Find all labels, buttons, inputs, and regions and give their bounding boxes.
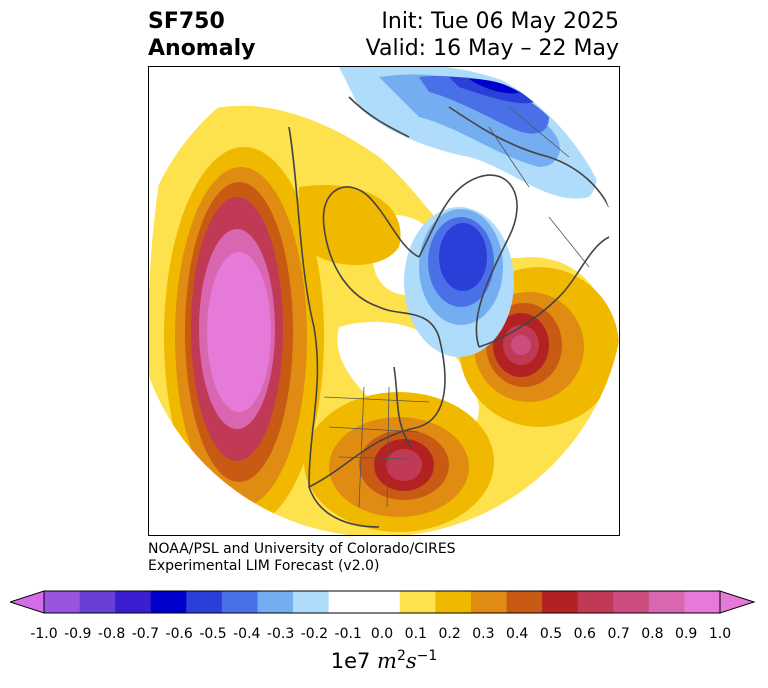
colorbar-tick-label: -0.3: [266, 626, 295, 642]
colorbar-segment: [364, 591, 401, 613]
colorbar-tick-label: -0.1: [334, 626, 362, 642]
colorbar-segment: [79, 591, 116, 613]
init-date-label: Init: Tue 06 May 2025: [381, 9, 619, 34]
title-type: Anomaly: [148, 36, 256, 61]
us-high-core: [386, 449, 422, 481]
colorbar-tick-label: -0.7: [131, 626, 160, 642]
colorbar-segment: [399, 591, 436, 613]
units-mid: s: [405, 649, 417, 673]
colorbar-tick-label: 0.1: [404, 626, 427, 642]
colorbar-segment: [150, 591, 187, 613]
colorbar-tick-label: 1.0: [708, 626, 732, 642]
colorbar-segment: [470, 591, 508, 613]
siberian-low-3: [419, 76, 549, 134]
credit-text: NOAA/PSL and University of Colorado/CIRE…: [148, 541, 456, 575]
coastlines: [288, 96, 610, 528]
colorbar-tick-label: 0.8: [641, 626, 664, 642]
map-title: SF750 Anomaly: [148, 8, 255, 62]
colorbar-tick-label: 0.9: [675, 626, 698, 642]
colorbar-tick-label: -0.9: [64, 626, 92, 642]
colorbar-segment: [44, 591, 81, 613]
colorbar-segment: [542, 591, 579, 613]
units-base: 1e7: [330, 649, 378, 673]
valid-date-label: Valid: 16 May – 22 May: [365, 36, 619, 61]
colorbar-segment: [293, 591, 330, 613]
colorbar-segment: [328, 591, 365, 613]
arctic-low-core: [439, 223, 487, 291]
colorbar-tick-label: 0.4: [506, 626, 529, 642]
colorbar-tick-label: -0.6: [165, 626, 193, 642]
europe-high-core: [511, 335, 531, 355]
colorbar-tick-label: 0.5: [539, 626, 563, 642]
units-exp1: 2: [396, 648, 406, 664]
units-var: m: [377, 649, 397, 673]
colorbar-min-extension: [10, 590, 45, 614]
forecast-dates: Init: Tue 06 May 2025 Valid: 16 May – 22…: [366, 8, 619, 62]
colorbar-segment: [186, 591, 223, 613]
colorbar-outline: [43, 590, 721, 614]
colorbar-segment: [506, 591, 543, 613]
colorbar-units: 1e7 m2s−1: [331, 648, 438, 673]
title-variable: SF750: [148, 9, 225, 34]
colorbar-tick-label: -0.5: [199, 626, 227, 642]
colorbar-tick-label: 0.7: [607, 626, 630, 642]
colorbar-tick-label: 0.0: [370, 626, 394, 642]
colorbar-tick-label: 0.3: [472, 626, 495, 642]
colorbar-segment: [577, 591, 614, 613]
colorbar: [10, 590, 756, 614]
colorbar-segment: [613, 591, 650, 613]
colorbar-segment: [115, 591, 152, 613]
anomaly-map: [149, 67, 619, 535]
colorbar-segment: [257, 591, 294, 613]
colorbar-max-extension: [719, 590, 756, 614]
colorbar-tick-label: 0.6: [573, 626, 596, 642]
colorbar-tick-label: -0.8: [97, 626, 126, 642]
siberian-low-core: [469, 79, 519, 94]
credit-line-1: NOAA/PSL and University of Colorado/CIRE…: [148, 541, 456, 557]
pacific-ridge-core: [207, 252, 271, 412]
units-exp2: −1: [416, 648, 438, 664]
colorbar-segment: [221, 591, 258, 613]
colorbar-tick-label: 0.2: [438, 626, 461, 642]
credit-line-2: Experimental LIM Forecast (v2.0): [148, 558, 380, 574]
siberian-low-4: [449, 77, 534, 104]
map-panel: [148, 66, 620, 536]
colorbar-segment: [435, 591, 472, 613]
colorbar-tick-label: -0.4: [233, 626, 261, 642]
colorbar-tick-label: -0.2: [300, 626, 329, 642]
political-borders: [323, 106, 590, 508]
colorbar-segment: [648, 591, 685, 613]
colorbar-tick-label: -1.0: [30, 626, 58, 642]
colorbar-segment: [684, 591, 721, 613]
